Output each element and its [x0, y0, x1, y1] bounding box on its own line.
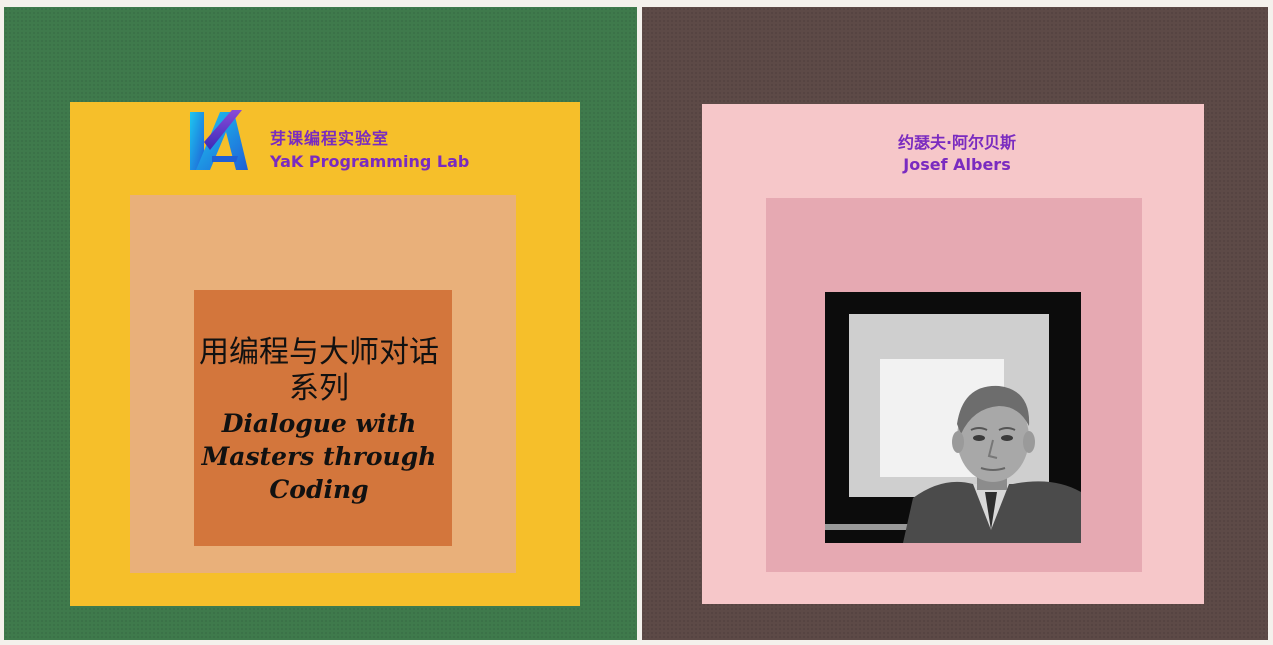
- orange-square: [194, 290, 452, 546]
- series-title-en: Dialogue with Masters through Coding: [201, 409, 437, 504]
- lab-title: 芽课编程实验室 YaK Programming Lab: [270, 125, 469, 171]
- yak-logo-icon: [190, 110, 248, 170]
- lab-name-cn: 芽课编程实验室: [270, 129, 390, 148]
- series-title-cn: 用编程与大师对话系列: [199, 335, 439, 406]
- portrait-person: [903, 385, 1081, 543]
- artist-portrait-photo: [825, 292, 1081, 543]
- left-artwork-panel: [4, 7, 637, 640]
- series-title: 用编程与大师对话系列 Dialogue with Masters through…: [194, 335, 444, 506]
- lab-name-en: YaK Programming Lab: [270, 152, 470, 171]
- artist-name-en: Josef Albers: [903, 155, 1011, 174]
- artist-name: 约瑟夫·阿尔贝斯 Josef Albers: [822, 132, 1092, 176]
- artist-name-cn: 约瑟夫·阿尔贝斯: [897, 133, 1017, 152]
